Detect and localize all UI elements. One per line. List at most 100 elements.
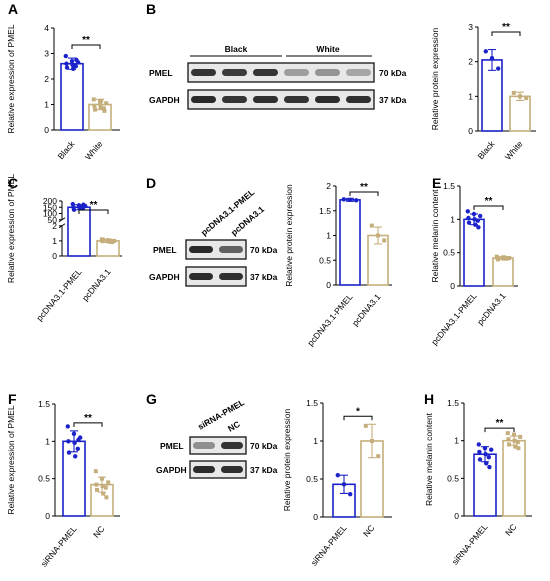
y-tick-label: 1.5	[38, 399, 50, 409]
data-point	[71, 431, 77, 437]
y-tick-label: 1.5	[306, 398, 318, 408]
blot-membrane	[187, 62, 375, 83]
bar-control	[492, 257, 514, 287]
blot-b: Black White PMEL GAPDH 70 kDa 37 kDa	[149, 44, 407, 110]
band-core	[346, 96, 371, 103]
data-point	[100, 484, 105, 489]
y-tick-label: 2	[52, 221, 57, 231]
data-point	[518, 94, 522, 99]
data-point	[64, 61, 69, 66]
data-point	[101, 106, 106, 111]
blot-band	[219, 273, 243, 280]
data-point	[484, 461, 489, 466]
data-point	[363, 423, 368, 428]
data-point	[369, 223, 374, 228]
data-point	[486, 455, 491, 460]
y-tick-label: 1	[45, 436, 50, 446]
panel-f: F 0 0.5 1 1.5 Relative expression of PMEL siRN…	[6, 391, 120, 569]
x-category-label: pcDNA3.1-PMEL	[429, 291, 478, 347]
blot-group-label: White	[316, 44, 339, 54]
bar-treatment	[60, 62, 84, 131]
significance-bracket	[343, 415, 373, 421]
data-point	[75, 446, 81, 451]
band-core	[221, 442, 243, 449]
y-tick-label: 0	[52, 251, 57, 261]
y-axis-label: Relative protein expression	[430, 27, 440, 130]
data-point	[477, 457, 483, 462]
data-point	[524, 96, 529, 101]
x-category-label: Black	[476, 138, 498, 161]
blot-row-label: PMEL	[149, 68, 173, 78]
band-core	[222, 96, 247, 103]
band-core	[189, 273, 213, 280]
data-point	[93, 469, 98, 474]
data-point	[95, 487, 99, 492]
data-point	[483, 49, 488, 54]
data-point	[512, 432, 516, 437]
x-category-label: pcDNA3.1	[475, 291, 508, 327]
band-core	[253, 69, 278, 76]
panel-letter: D	[146, 175, 156, 191]
blot-band	[284, 96, 309, 103]
data-point	[101, 491, 106, 496]
band-core	[189, 246, 213, 253]
y-tick-label: 50	[48, 215, 58, 225]
data-point	[370, 439, 374, 443]
y-tick-label: 0	[44, 125, 49, 135]
y-tick-label: 3	[468, 22, 473, 32]
y-tick-label: 0.5	[306, 474, 318, 484]
data-point	[102, 108, 107, 113]
blot-group-label: Black	[225, 44, 248, 54]
data-point	[66, 439, 71, 444]
data-point	[505, 256, 510, 260]
x-category-label: pcDNA3.1	[80, 267, 113, 303]
y-tick-label: 1	[450, 214, 455, 224]
data-point	[476, 225, 481, 230]
y-axis-label: Relative protein expression	[282, 408, 292, 511]
y-tick-label: 200	[43, 196, 57, 206]
y-tick-label: 0	[45, 511, 50, 521]
data-point	[502, 255, 507, 260]
data-point	[104, 101, 109, 106]
data-point	[81, 202, 86, 207]
y-tick-label: 100	[43, 209, 57, 219]
bar-treatment	[463, 218, 485, 287]
panel-g: G 0 0.5 1 1.5 Relative protein expression siRN…	[146, 391, 392, 568]
significance-bracket	[484, 427, 515, 433]
data-point	[487, 464, 492, 470]
data-point	[489, 56, 495, 61]
y-tick-label: 0	[450, 281, 455, 291]
band-core	[221, 466, 243, 473]
y-tick-label: 1.5	[447, 398, 459, 408]
data-point	[515, 440, 520, 445]
data-point	[71, 207, 77, 212]
blot-size-label: 37 kDa	[250, 465, 278, 475]
data-point	[473, 222, 478, 227]
data-point	[104, 495, 109, 500]
significance-marker: **	[502, 22, 510, 33]
data-point	[496, 66, 501, 71]
y-tick-label: 150	[43, 202, 57, 212]
data-point	[101, 237, 105, 242]
panel-letter: G	[146, 391, 157, 407]
data-point	[74, 57, 79, 63]
bar-treatment	[67, 206, 91, 257]
blot-band	[193, 442, 215, 449]
data-point	[516, 446, 521, 451]
data-point	[483, 452, 488, 457]
data-point	[496, 257, 500, 262]
significance-marker: **	[496, 418, 504, 429]
blot-band	[222, 69, 247, 76]
blot-band	[221, 442, 243, 449]
data-point	[518, 434, 523, 439]
blot-band	[193, 466, 215, 473]
significance-marker: **	[485, 196, 493, 207]
blot-membrane	[185, 266, 247, 287]
blot-size-label: 70 kDa	[250, 245, 278, 255]
blot-row-label: PMEL	[160, 441, 184, 451]
blot-band	[346, 69, 371, 76]
